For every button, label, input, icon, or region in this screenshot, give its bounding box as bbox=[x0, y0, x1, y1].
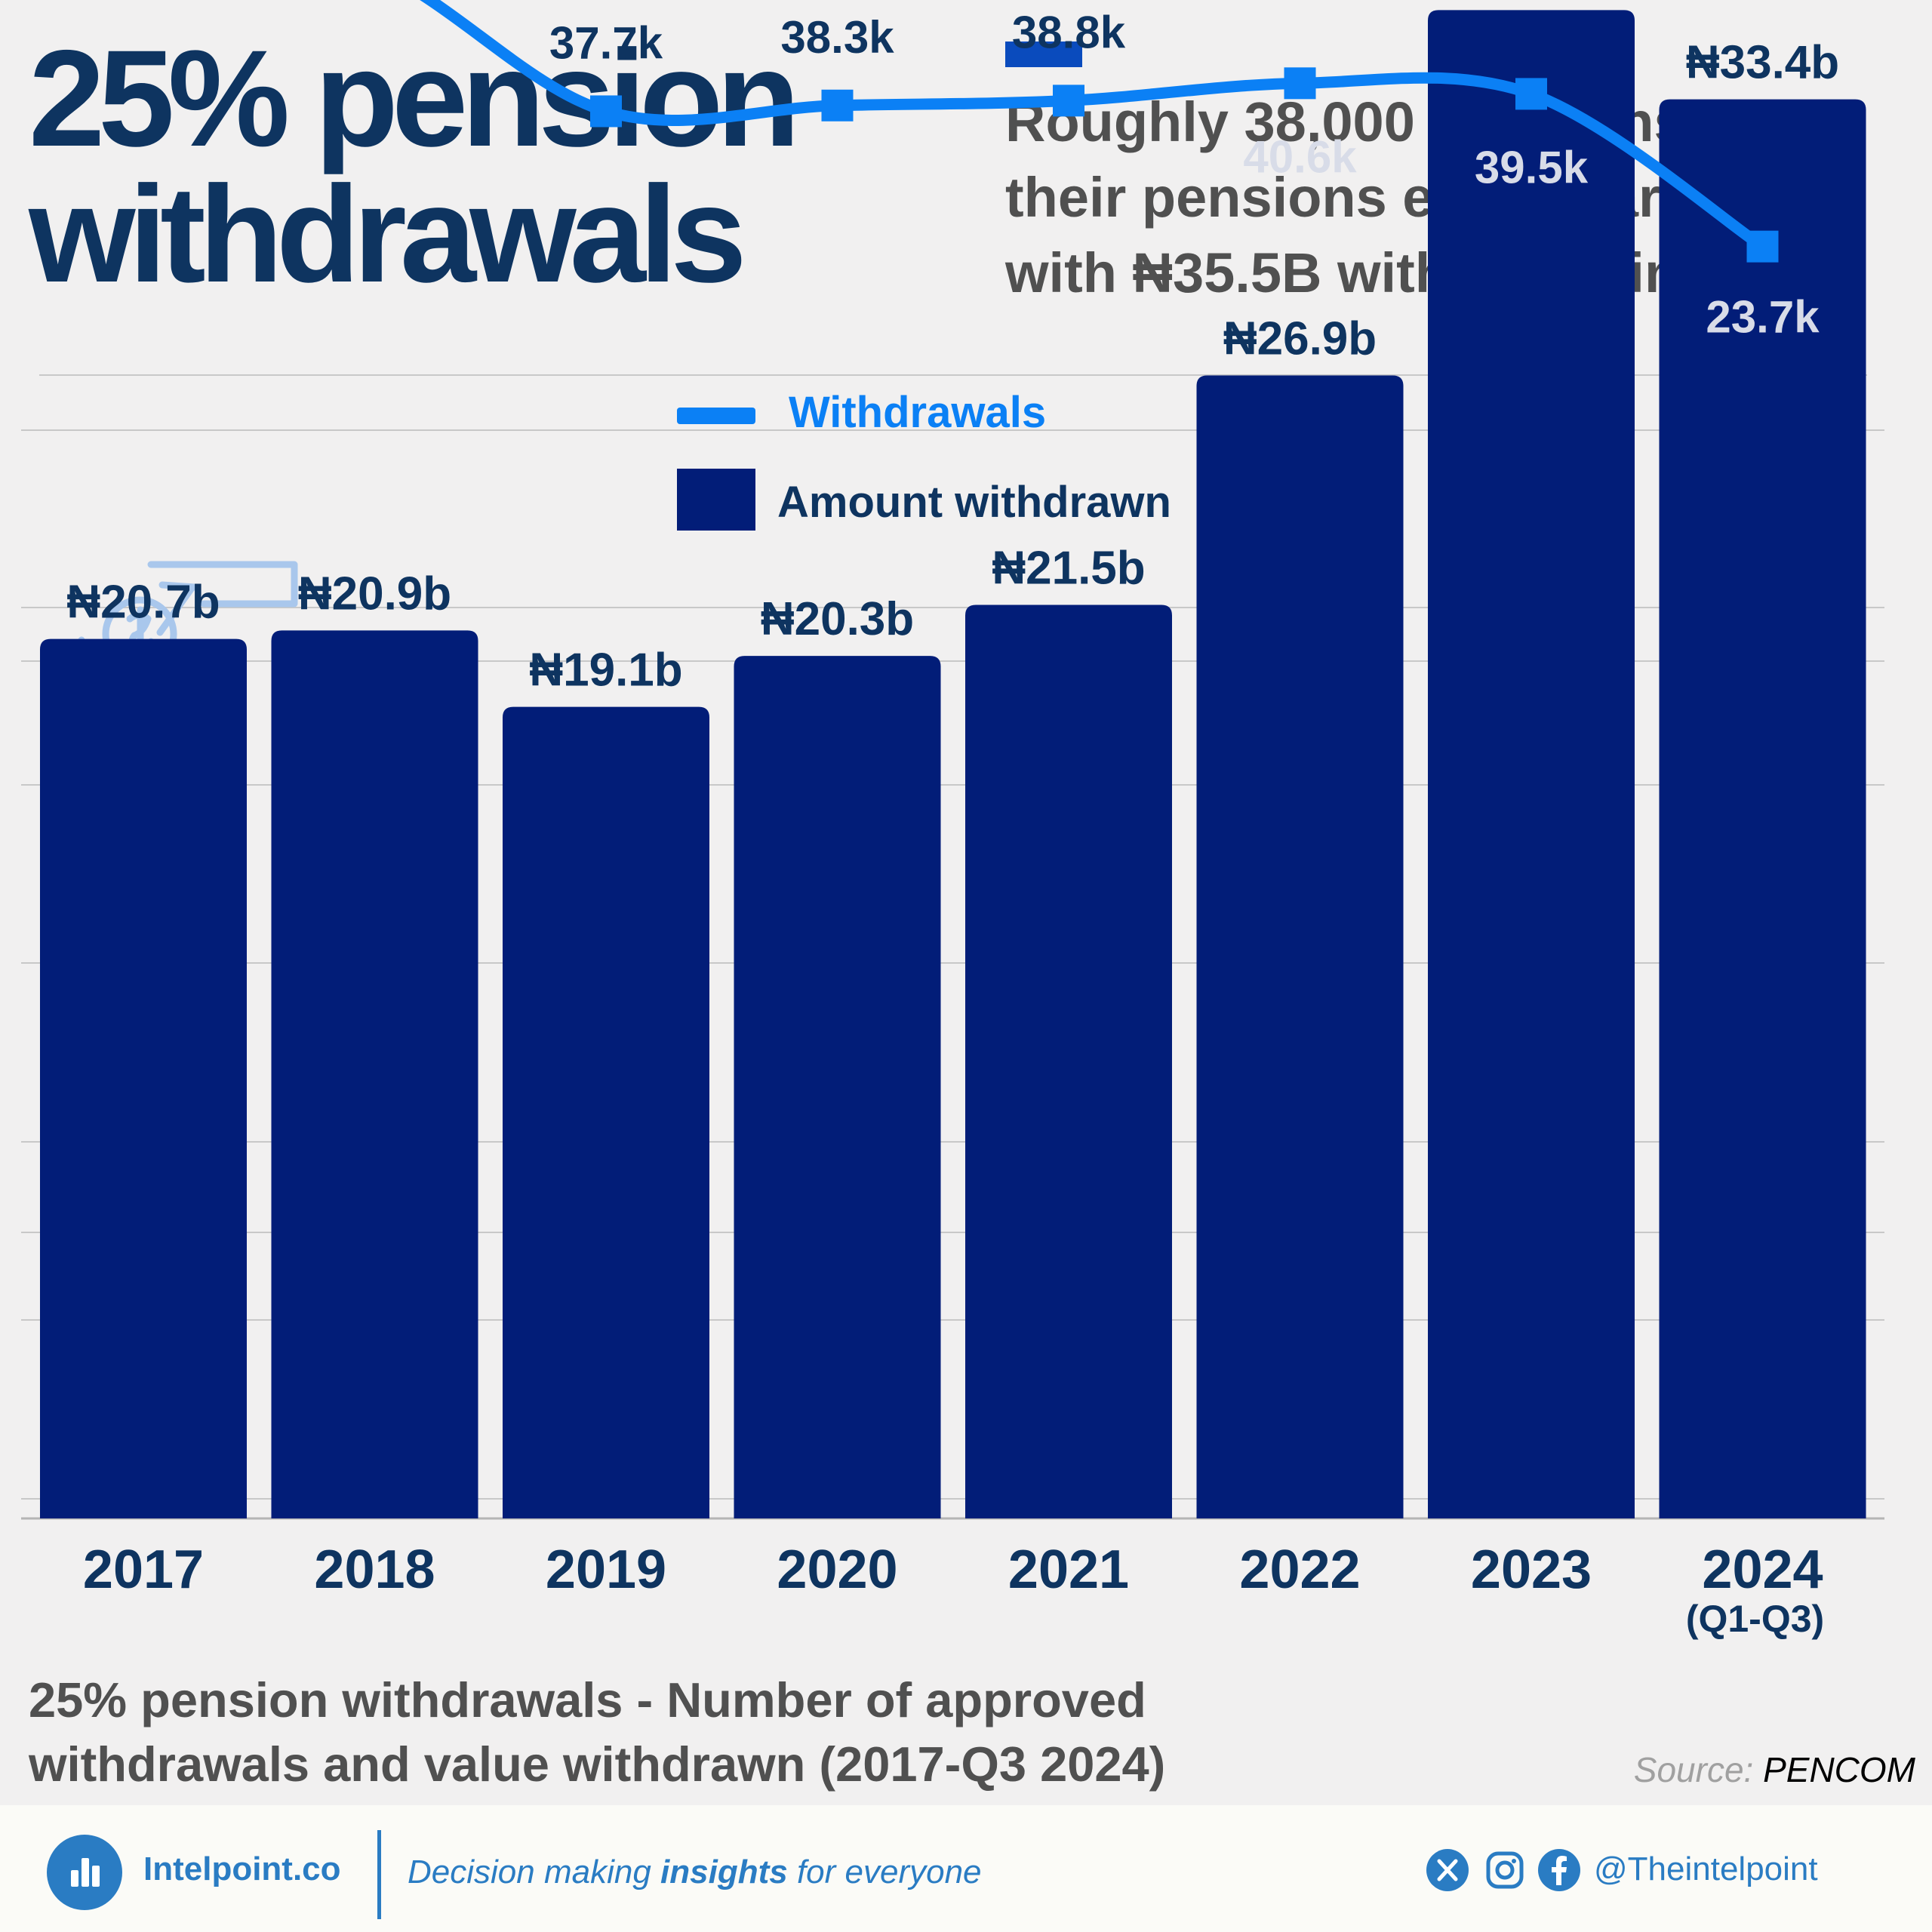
x-tick-label: 2024 bbox=[1702, 1540, 1823, 1600]
line-marker bbox=[590, 95, 622, 128]
line-value-label: 38.8k bbox=[1012, 7, 1126, 57]
headline-line-1: 25% pension bbox=[29, 21, 801, 175]
bar-value-label: ₦26.9b bbox=[1223, 313, 1377, 365]
tagline-post: for everyone bbox=[787, 1854, 982, 1890]
accent-bar bbox=[1005, 42, 1082, 67]
bar bbox=[965, 605, 1172, 1518]
tagline-bold: insights bbox=[660, 1854, 788, 1890]
headline: 25% pension withdrawals bbox=[29, 29, 934, 303]
legend-amount-swatch bbox=[677, 469, 755, 531]
line-series bbox=[420, 0, 1779, 263]
chart-caption: 25% pension withdrawals - Number of appr… bbox=[29, 1668, 1312, 1796]
line-value-label: 38.3k bbox=[780, 12, 894, 63]
bar bbox=[1659, 99, 1866, 1519]
x-tick-label: 2020 bbox=[777, 1540, 897, 1600]
x-axis: 2017 2018 2019 2020 2021 2022 2023 2024(Q1-Q3) bbox=[83, 1540, 1824, 1640]
intelpoint-logo-icon[interactable] bbox=[47, 1835, 122, 1910]
legend-withdrawals-swatch bbox=[677, 408, 755, 424]
footer-divider bbox=[377, 1830, 381, 1919]
combo-chart: ₦20.7b₦20.9b₦19.1b₦20.3b₦21.5b₦26.9b₦35.… bbox=[21, 0, 1884, 1640]
x-tick-label: 2021 bbox=[1008, 1540, 1129, 1600]
legend-withdrawals-label: Withdrawals bbox=[789, 388, 1046, 437]
x-tick-label: 2022 bbox=[1239, 1540, 1360, 1600]
bar-value-labels: ₦20.7b₦20.9b₦19.1b₦20.3b₦21.5b₦26.9b₦35.… bbox=[66, 37, 1839, 697]
brand-link[interactable]: Intelpoint.co bbox=[143, 1850, 341, 1887]
line-marker bbox=[1053, 85, 1084, 117]
legend: Withdrawals Amount withdrawn bbox=[677, 388, 1171, 531]
x-tick-sublabel: (Q1-Q3) bbox=[1686, 1598, 1824, 1640]
bar bbox=[271, 630, 478, 1518]
x-tick-label: 2023 bbox=[1471, 1540, 1592, 1600]
bar bbox=[40, 638, 247, 1518]
footer: Intelpoint.co Decision making insights f… bbox=[0, 1805, 1932, 1932]
line-value-label: 40.6k bbox=[1243, 131, 1357, 182]
line-value-label: 39.5k bbox=[1475, 142, 1589, 192]
line-value-label: 37.7k bbox=[549, 17, 663, 68]
legend-amount-label: Amount withdrawn bbox=[777, 478, 1171, 527]
bar bbox=[1428, 10, 1635, 1519]
line-marker bbox=[1515, 78, 1547, 110]
bar bbox=[734, 656, 941, 1518]
line-marker bbox=[1284, 67, 1316, 100]
x-tick-label: 2019 bbox=[546, 1540, 666, 1600]
tagline: Decision making insights for everyone bbox=[408, 1854, 982, 1891]
headline-line-2: withdrawals bbox=[29, 157, 747, 311]
caption-line-2: withdrawals and value withdrawn (2017-Q3… bbox=[29, 1737, 1166, 1792]
source-label: Source: bbox=[1633, 1750, 1754, 1789]
bar-value-label: ₦21.5b bbox=[992, 543, 1145, 595]
bar-value-label: ₦20.9b bbox=[298, 568, 451, 620]
social-handle[interactable]: @Theintelpoint bbox=[1594, 1850, 1818, 1887]
bar-value-label: ₦20.7b bbox=[66, 577, 220, 629]
bar-value-label: ₦19.1b bbox=[529, 645, 682, 697]
source-name: PENCOM bbox=[1763, 1750, 1915, 1789]
line-value-label: 23.7k bbox=[1706, 292, 1820, 343]
bar-value-label: ₦20.3b bbox=[761, 593, 914, 645]
instagram-icon[interactable] bbox=[1484, 1849, 1526, 1891]
facebook-icon[interactable] bbox=[1538, 1849, 1580, 1891]
line-marker bbox=[821, 89, 854, 122]
bar bbox=[1196, 375, 1404, 1518]
bar bbox=[503, 706, 709, 1519]
x-tick-label: 2018 bbox=[314, 1540, 435, 1600]
bar-series bbox=[40, 10, 1866, 1519]
bar-value-label: ₦33.4b bbox=[1686, 37, 1839, 89]
tagline-pre: Decision making bbox=[408, 1854, 661, 1890]
line-marker bbox=[1746, 230, 1779, 263]
caption-line-1: 25% pension withdrawals - Number of appr… bbox=[29, 1672, 1146, 1727]
x-icon[interactable] bbox=[1426, 1849, 1469, 1891]
source-note: Source: PENCOM bbox=[1634, 1749, 1915, 1790]
x-tick-label: 2017 bbox=[83, 1540, 204, 1600]
